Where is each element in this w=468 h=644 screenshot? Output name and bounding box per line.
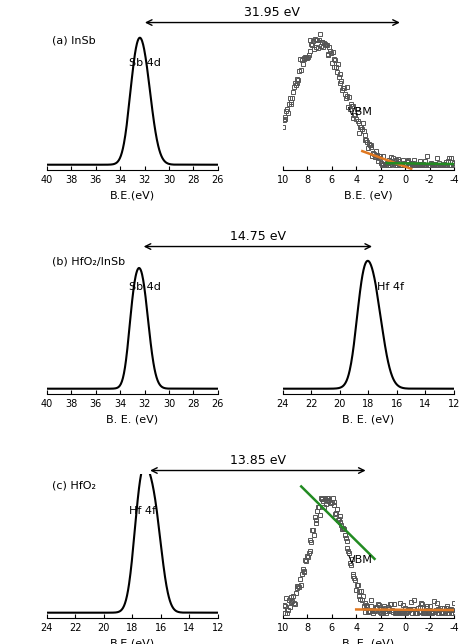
Text: Hf 4f: Hf 4f xyxy=(377,282,404,292)
Text: 14.75 eV: 14.75 eV xyxy=(230,230,286,243)
X-axis label: B.E.(eV): B.E.(eV) xyxy=(110,191,155,201)
Text: Sb 4d: Sb 4d xyxy=(129,282,161,292)
Text: VBM: VBM xyxy=(348,108,373,117)
Text: VBM: VBM xyxy=(348,555,373,565)
X-axis label: B. E. (eV): B. E. (eV) xyxy=(343,639,395,644)
X-axis label: B. E. (eV): B. E. (eV) xyxy=(343,415,395,424)
Text: (c) HfO₂: (c) HfO₂ xyxy=(52,480,96,490)
Text: 31.95 eV: 31.95 eV xyxy=(244,6,300,19)
X-axis label: B. E. (eV): B. E. (eV) xyxy=(106,415,158,424)
X-axis label: B.E.(eV): B.E.(eV) xyxy=(110,639,155,644)
Text: Sb 4d: Sb 4d xyxy=(129,58,161,68)
X-axis label: B.E. (eV): B.E. (eV) xyxy=(344,191,393,201)
Text: Hf 4f: Hf 4f xyxy=(129,506,156,516)
Text: (a) InSb: (a) InSb xyxy=(52,35,95,45)
Text: 13.85 eV: 13.85 eV xyxy=(230,453,286,467)
Text: (b) HfO₂/InSb: (b) HfO₂/InSb xyxy=(52,256,125,266)
